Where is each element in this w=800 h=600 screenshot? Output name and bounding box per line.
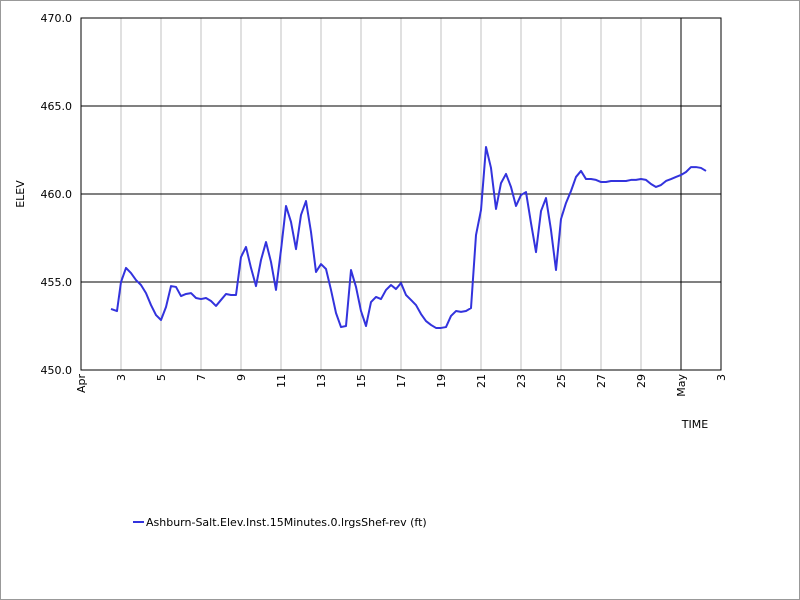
x-tick-label: 13 xyxy=(315,374,328,388)
x-tick-label: 23 xyxy=(515,374,528,388)
y-tick-label: 460.0 xyxy=(41,188,73,201)
x-tick-label: 19 xyxy=(435,374,448,388)
y-tick-label: 470.0 xyxy=(41,12,73,25)
x-tick-label: May xyxy=(675,374,688,397)
x-axis-label: TIME xyxy=(681,418,708,431)
y-axis-label: ELEV xyxy=(14,180,27,208)
data-line xyxy=(110,146,707,329)
x-tick-label: 3 xyxy=(115,374,128,381)
plot-border xyxy=(80,17,722,371)
x-tick-label: 17 xyxy=(395,374,408,388)
x-tick-label: 3 xyxy=(715,374,728,381)
x-tick-label: 11 xyxy=(275,374,288,388)
x-tick-label: 27 xyxy=(595,374,608,388)
y-tick-label: 450.0 xyxy=(41,364,73,377)
x-tick-label: 5 xyxy=(155,374,168,381)
x-tick-label: 29 xyxy=(635,374,648,388)
x-tick-label: 15 xyxy=(355,374,368,388)
y-tick-label: 465.0 xyxy=(41,100,73,113)
x-tick-label: 7 xyxy=(195,374,208,381)
legend-label: Ashburn-Salt.Elev.Inst.15Minutes.0.lrgsS… xyxy=(146,516,427,529)
y-tick-label: 455.0 xyxy=(41,276,73,289)
x-tick-label: Apr xyxy=(75,374,88,394)
x-tick-label: 25 xyxy=(555,374,568,388)
x-tick-label: 9 xyxy=(235,374,248,381)
x-tick-label: 21 xyxy=(475,374,488,388)
